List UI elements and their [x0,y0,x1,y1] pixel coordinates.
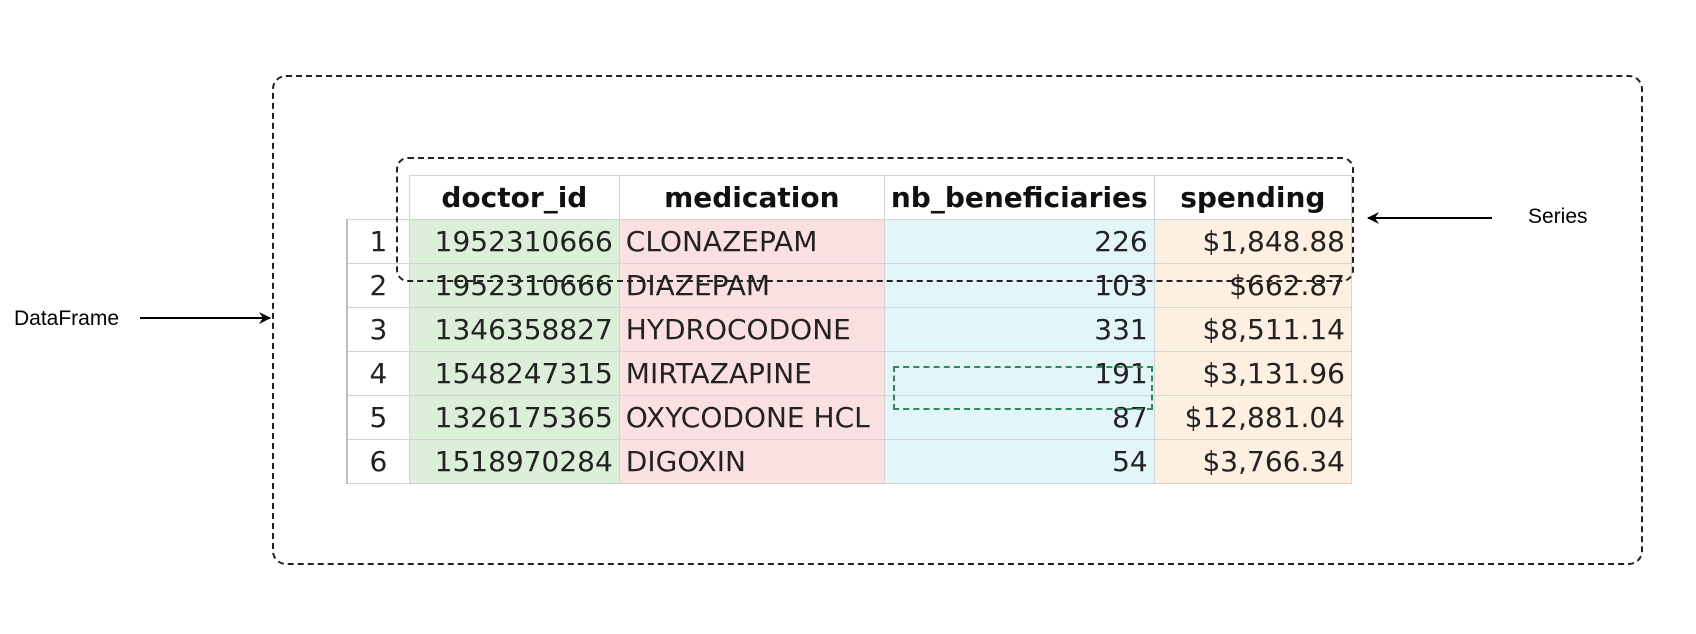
cell-spending: $3,766.34 [1153,439,1353,484]
dataframe-frame [272,75,1643,565]
cell-doctor-id: 1326175365 [408,395,620,440]
dataframe-label: DataFrame [14,307,120,330]
cell-doctor-id: 1952310666 [408,219,620,264]
value-highlight [893,366,1153,410]
row-index: 1 [345,219,410,264]
cell-doctor-id: 1518970284 [408,439,620,484]
table-row: 1 1952310666 CLONAZEPAM 226 $1,848.88 [345,219,1353,264]
row-index: 4 [345,351,410,396]
table-row: 5 1326175365 OXYCODONE HCL 87 $12,881.04 [345,395,1353,440]
row-index: 2 [345,263,410,308]
series-frame [396,157,1354,282]
table-row: 3 1346358827 HYDROCODONE 331 $8,511.14 [345,307,1353,352]
cell-spending: $8,511.14 [1153,307,1353,352]
cell-spending: $1,848.88 [1153,219,1353,264]
cell-spending: $3,131.96 [1153,351,1353,396]
cell-spending: $662.87 [1153,263,1353,308]
cell-nb-beneficiaries: 87 [883,395,1155,440]
cell-nb-beneficiaries: 331 [883,307,1155,352]
column-header-medication: medication [618,175,885,220]
row-index: 3 [345,307,410,352]
cell-doctor-id: 1952310666 [408,263,620,308]
series-label: Series [1528,205,1588,228]
table-row: 4 1548247315 MIRTAZAPINE 191 $3,131.96 [345,351,1353,396]
data-table: doctor_id medication nb_beneficiaries sp… [345,175,1353,484]
cell-medication: DIAZEPAM [618,263,885,308]
cell-medication: HYDROCODONE [618,307,885,352]
table-row: 6 1518970284 DIGOXIN 54 $3,766.34 [345,439,1353,484]
cell-medication: OXYCODONE HCL [618,395,885,440]
header-row: doctor_id medication nb_beneficiaries sp… [347,175,1353,220]
cell-doctor-id: 1346358827 [408,307,620,352]
cell-nb-beneficiaries: 226 [883,219,1155,264]
column-header-doctor-id: doctor_id [408,175,620,220]
cell-nb-beneficiaries: 191 [883,351,1155,396]
cell-nb-beneficiaries: 54 [883,439,1155,484]
cell-medication: CLONAZEPAM [618,219,885,264]
column-header-spending: spending [1153,175,1353,220]
cell-medication: DIGOXIN [618,439,885,484]
row-index: 5 [345,395,410,440]
row-index: 6 [345,439,410,484]
cell-medication: MIRTAZAPINE [618,351,885,396]
cell-doctor-id: 1548247315 [408,351,620,396]
table-row: 2 1952310666 DIAZEPAM 103 $662.87 [345,263,1353,308]
cell-spending: $12,881.04 [1153,395,1353,440]
dataframe-table: doctor_id medication nb_beneficiaries sp… [345,175,1353,484]
